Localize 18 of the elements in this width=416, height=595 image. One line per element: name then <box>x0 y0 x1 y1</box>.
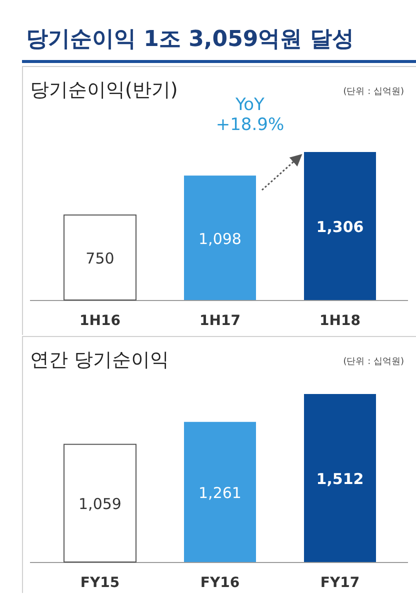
x-tick-label: 1H16 <box>80 313 120 329</box>
data-label: 750 <box>86 250 114 268</box>
data-label: 1,098 <box>198 230 242 248</box>
x-tick-label: FY16 <box>200 575 240 591</box>
text: YoY +18.9% <box>216 95 284 135</box>
x-tick-label: FY15 <box>80 575 120 591</box>
chart-title: 당기순이익 1조 3,059억원 달성 <box>26 27 354 52</box>
text: (단위 : 십억원) <box>343 357 404 367</box>
text: (단위 : 십억원) <box>343 87 404 97</box>
chart-subtitle: 연간 당기순이익 <box>30 349 170 371</box>
chart-subtitle: 당기순이익(반기) <box>30 79 178 101</box>
data-label: 1,261 <box>198 484 242 502</box>
data-label: 1,306 <box>316 218 364 236</box>
x-tick-label: 1H18 <box>320 313 360 329</box>
x-tick-label: FY17 <box>320 575 360 591</box>
data-label: 1,059 <box>78 495 122 514</box>
data-label: 1,512 <box>316 470 364 488</box>
x-tick-label: 1H17 <box>200 313 240 329</box>
